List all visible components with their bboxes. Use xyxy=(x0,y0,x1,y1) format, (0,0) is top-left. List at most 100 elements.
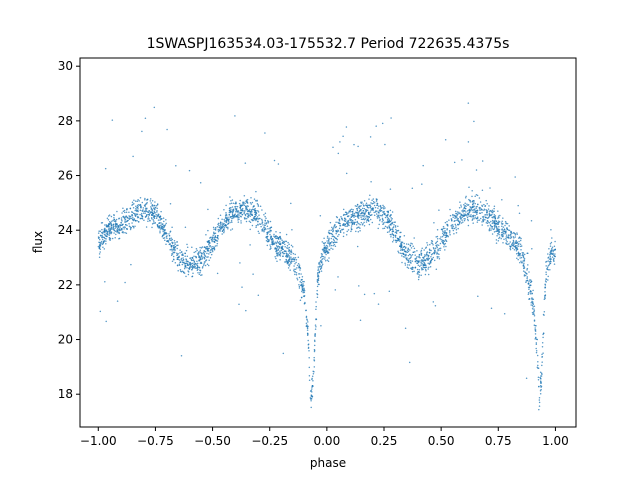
data-point xyxy=(434,249,436,251)
data-point xyxy=(204,247,207,250)
y-tick-label: 20 xyxy=(58,333,73,347)
data-point xyxy=(302,291,304,294)
data-point xyxy=(223,218,225,221)
data-point xyxy=(463,213,465,215)
data-point xyxy=(174,261,177,264)
data-point xyxy=(531,247,533,250)
data-point xyxy=(534,327,536,329)
data-point xyxy=(311,375,314,378)
data-point xyxy=(428,257,431,260)
data-point xyxy=(147,220,149,222)
data-point xyxy=(166,240,168,242)
data-point xyxy=(424,259,427,262)
data-point xyxy=(352,211,354,213)
data-point xyxy=(492,221,494,223)
data-point xyxy=(404,256,406,258)
data-point xyxy=(481,189,484,191)
data-point xyxy=(483,203,485,206)
data-point xyxy=(132,225,135,228)
data-point xyxy=(238,303,240,306)
data-point xyxy=(149,219,151,222)
data-point xyxy=(549,268,551,271)
data-point xyxy=(192,272,194,274)
data-point xyxy=(104,280,106,283)
data-point xyxy=(173,246,175,249)
data-point xyxy=(294,271,296,273)
data-point xyxy=(419,257,421,259)
data-point xyxy=(364,209,367,211)
data-point xyxy=(181,259,184,262)
data-point xyxy=(275,237,277,240)
data-point xyxy=(425,253,428,256)
data-point xyxy=(436,244,438,246)
data-point xyxy=(345,220,347,222)
data-point xyxy=(542,333,544,336)
data-point xyxy=(476,216,479,218)
data-point xyxy=(468,209,471,211)
data-point xyxy=(293,260,295,262)
data-point xyxy=(204,261,206,263)
data-point xyxy=(356,213,359,215)
data-point xyxy=(234,207,237,210)
data-point xyxy=(490,229,492,231)
data-point xyxy=(171,241,173,243)
data-point xyxy=(275,244,278,247)
data-point xyxy=(356,227,358,229)
data-point xyxy=(322,248,325,251)
data-point xyxy=(403,245,405,248)
y-tick-label: 26 xyxy=(58,169,73,183)
data-point xyxy=(498,228,501,231)
data-point xyxy=(273,235,275,237)
data-point xyxy=(516,257,518,259)
data-point xyxy=(544,296,546,299)
data-point xyxy=(494,220,496,222)
data-point xyxy=(348,215,350,217)
data-point xyxy=(424,268,427,271)
data-point xyxy=(366,206,369,209)
data-point xyxy=(361,201,363,203)
data-point xyxy=(245,309,247,312)
data-point xyxy=(365,202,368,205)
data-point xyxy=(470,209,472,212)
data-point xyxy=(372,200,375,203)
data-point xyxy=(501,229,503,231)
data-point xyxy=(431,240,434,242)
data-point xyxy=(329,221,332,224)
data-point xyxy=(156,203,159,205)
data-point xyxy=(522,254,525,257)
data-point xyxy=(176,254,178,257)
data-point xyxy=(170,254,173,256)
data-point xyxy=(402,255,405,258)
data-point xyxy=(225,204,227,207)
data-point xyxy=(198,256,201,258)
data-point xyxy=(244,205,247,207)
data-point xyxy=(174,243,176,246)
x-axis: −1.00 −0.75 −0.50 −0.25 0.00 0.25 0.50 0.75 1.00 xyxy=(80,427,569,448)
data-point xyxy=(234,210,237,213)
data-point xyxy=(486,222,489,224)
data-point xyxy=(281,239,283,241)
data-point xyxy=(275,257,277,260)
data-point xyxy=(213,241,215,243)
data-point xyxy=(221,233,223,235)
data-point xyxy=(514,236,517,238)
data-point xyxy=(172,249,175,251)
data-point xyxy=(520,256,523,259)
data-point xyxy=(358,214,361,217)
data-point xyxy=(399,249,402,251)
data-point xyxy=(157,219,160,221)
data-point xyxy=(412,251,415,253)
data-point xyxy=(442,230,444,232)
data-point xyxy=(153,220,155,222)
data-point xyxy=(332,241,335,244)
data-point xyxy=(510,230,512,233)
data-point xyxy=(488,212,491,215)
data-point xyxy=(221,230,224,232)
data-point xyxy=(232,202,235,205)
data-point xyxy=(129,228,132,231)
data-point xyxy=(495,242,498,244)
data-point xyxy=(213,246,216,248)
data-point xyxy=(387,221,389,224)
data-point xyxy=(440,236,442,238)
data-point xyxy=(358,226,360,228)
